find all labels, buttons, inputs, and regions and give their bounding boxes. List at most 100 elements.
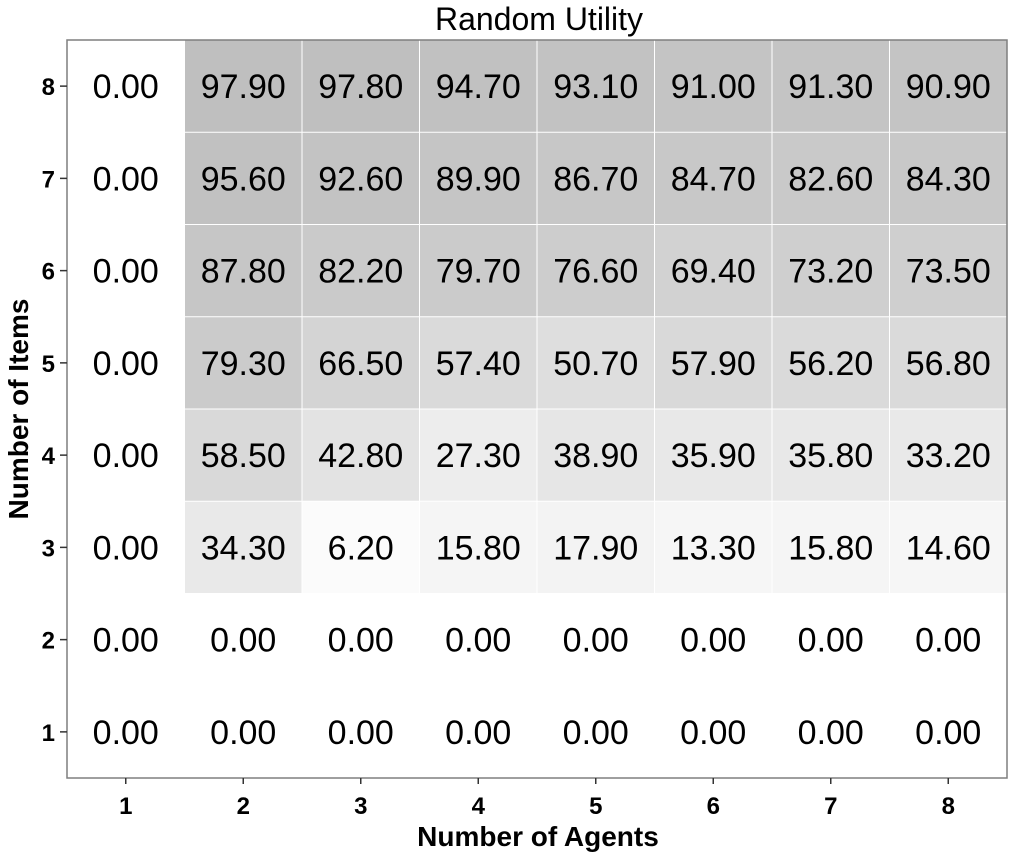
cell-value-label: 0.00 (93, 68, 159, 106)
cell-value-label: 38.90 (553, 437, 638, 475)
heatmap-cell (772, 685, 890, 778)
cell-value-label: 35.90 (671, 437, 756, 475)
cell-value-label: 0.00 (915, 622, 981, 660)
cell-value-label: 34.30 (201, 529, 286, 567)
heatmap-cell (184, 501, 302, 594)
cell-value-label: 66.50 (318, 345, 403, 383)
heatmap-cell (302, 40, 420, 133)
heatmap-cell (537, 132, 655, 225)
chart-title: Random Utility (435, 1, 643, 37)
panel-border (66, 39, 1008, 779)
cell-value-label: 0.00 (328, 714, 394, 752)
cell-value-label: 35.80 (788, 437, 873, 475)
y-tick-label: 4 (42, 443, 56, 470)
heatmap-cell (419, 224, 537, 317)
cell-value-label: 57.40 (436, 345, 521, 383)
y-axis: 1 2 3 4 5 6 7 8 (42, 74, 67, 747)
y-axis-title: Number of Items (3, 299, 34, 520)
heatmap-cell (889, 685, 1007, 778)
cell-value-label: 0.00 (93, 253, 159, 291)
heatmap-cell (889, 132, 1007, 225)
cell-value-label: 6.20 (328, 529, 394, 567)
heatmap-cell (67, 132, 185, 225)
cell-value-label: 94.70 (436, 68, 521, 106)
heatmap-cell (419, 593, 537, 686)
heatmap-cell (302, 316, 420, 409)
cell-value-label: 0.00 (680, 714, 746, 752)
cell-value-label: 0.00 (445, 714, 511, 752)
cell-value-label: 13.30 (671, 529, 756, 567)
cell-value-label: 95.60 (201, 160, 286, 198)
cell-value-label: 86.70 (553, 160, 638, 198)
cell-value-label: 14.60 (906, 529, 991, 567)
cell-value-label: 69.40 (671, 253, 756, 291)
cell-value-label: 73.50 (906, 253, 991, 291)
heatmap-cell (67, 593, 185, 686)
heatmap-cell (419, 132, 537, 225)
heatmap-cell (302, 409, 420, 502)
heatmap-cell (654, 409, 772, 502)
cell-value-label: 0.00 (563, 714, 629, 752)
cell-value-label: 93.10 (553, 68, 638, 106)
heatmap-cell (67, 409, 185, 502)
cell-value-label: 57.90 (671, 345, 756, 383)
cell-value-label: 91.30 (788, 68, 873, 106)
cell-value-label: 27.30 (436, 437, 521, 475)
heatmap-cell (67, 685, 185, 778)
heatmap-cell (889, 501, 1007, 594)
cell-value-label: 0.00 (93, 714, 159, 752)
heatmap-cell (67, 224, 185, 317)
cell-value-label: 0.00 (210, 714, 276, 752)
cell-value-label: 97.90 (201, 68, 286, 106)
cell-value-label: 82.20 (318, 253, 403, 291)
grid-lines (67, 40, 1007, 778)
cell-value-label: 84.70 (671, 160, 756, 198)
heatmap-cell (772, 501, 890, 594)
cell-value-label: 0.00 (798, 714, 864, 752)
heatmap-cell (184, 224, 302, 317)
heatmap-cell (772, 40, 890, 133)
cell-value-label: 0.00 (798, 622, 864, 660)
cell-value-label: 42.80 (318, 437, 403, 475)
cell-value-label: 79.30 (201, 345, 286, 383)
heatmap-cell (302, 501, 420, 594)
cell-value-label: 91.00 (671, 68, 756, 106)
cell-value-label: 56.20 (788, 345, 873, 383)
cell-value-label: 87.80 (201, 253, 286, 291)
cell-value-label: 17.90 (553, 529, 638, 567)
cell-value-label: 0.00 (680, 622, 746, 660)
heatmap-cell (537, 40, 655, 133)
cell-value-label: 79.70 (436, 253, 521, 291)
x-axis-title: Number of Agents (417, 821, 659, 852)
heatmap-cell (302, 132, 420, 225)
heatmap-cell (654, 316, 772, 409)
cell-value-label: 15.80 (788, 529, 873, 567)
heatmap-cell (654, 40, 772, 133)
y-tick-label: 1 (42, 720, 55, 747)
heatmap-cell (419, 409, 537, 502)
x-tick-label: 1 (119, 793, 132, 820)
heatmap-cell (772, 224, 890, 317)
cell-value-label: 0.00 (93, 160, 159, 198)
y-tick-label: 6 (42, 259, 55, 286)
y-tick-label: 3 (42, 535, 55, 562)
heatmap-cell (889, 224, 1007, 317)
cell-value-label: 97.80 (318, 68, 403, 106)
heatmap-cell (67, 40, 185, 133)
heatmap-cell (302, 685, 420, 778)
heatmap-cell (537, 593, 655, 686)
heatmap-cell (184, 132, 302, 225)
heatmap-cell (654, 685, 772, 778)
cell-value-label: 90.90 (906, 68, 991, 106)
x-tick-label: 7 (824, 793, 837, 820)
heatmap-cell (419, 40, 537, 133)
x-tick-label: 4 (472, 793, 486, 820)
heatmap-cell (184, 316, 302, 409)
heatmap-cell (537, 316, 655, 409)
heatmap-cell (302, 224, 420, 317)
heatmap-cell (889, 593, 1007, 686)
cell-value-label: 0.00 (93, 622, 159, 660)
heatmap-cell (772, 593, 890, 686)
heatmap-cell (889, 316, 1007, 409)
cell-value-label: 89.90 (436, 160, 521, 198)
